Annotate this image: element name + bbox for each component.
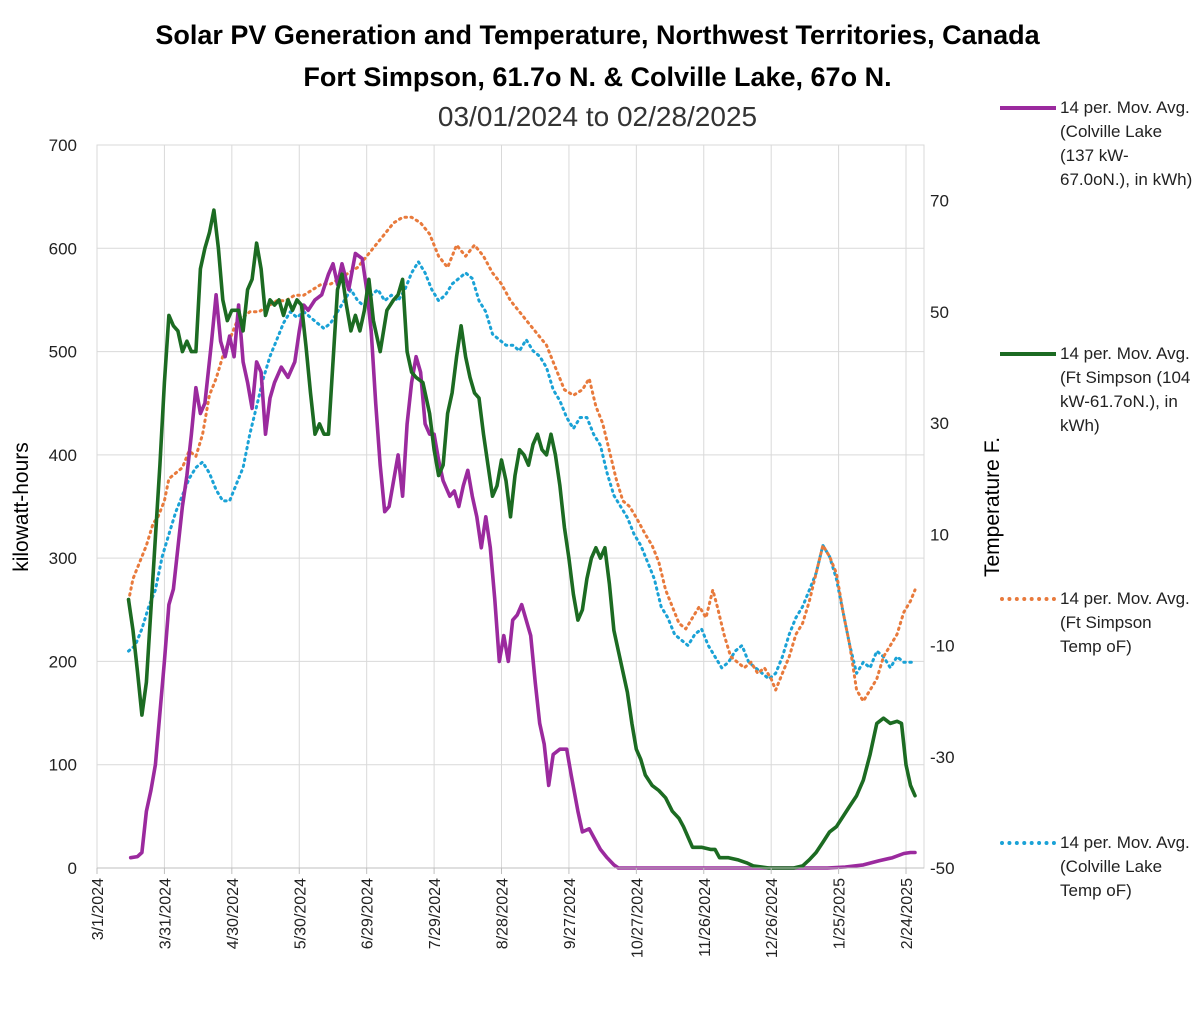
legend-label: 14 per. Mov. Avg. (Ft Simpson (104 kW-61…	[1060, 344, 1191, 435]
legend-swatch	[1000, 597, 1056, 601]
y-tick-label: 700	[49, 136, 77, 155]
chart-subtitle: Fort Simpson, 61.7o N. & Colville Lake, …	[303, 62, 892, 92]
y-tick-label: 400	[49, 446, 77, 465]
legend-label: 14 per. Mov. Avg. (Colville Lake (137 kW…	[1060, 98, 1193, 189]
y2-tick-label: -50	[930, 859, 955, 878]
y2-tick-label: 50	[930, 303, 949, 322]
series-line-colville-temp	[127, 260, 917, 681]
axes: 3/1/2024 3/31/2024 4/30/2024 5/30/2024 6/29/…	[49, 136, 955, 958]
x-tick-label: 3/31/2024	[157, 878, 174, 949]
x-tick-label: 5/30/2024	[292, 878, 309, 949]
y2-tick-label: 30	[930, 414, 949, 433]
x-tick-label: 2/24/2025	[899, 878, 916, 949]
legend-swatch	[1000, 106, 1056, 110]
legend-swatch	[1000, 352, 1056, 356]
legend-label: 14 per. Mov. Avg. (Ft Simpson Temp oF)	[1060, 589, 1190, 656]
legend-label: 14 per. Mov. Avg. (Colville Lake Temp oF…	[1060, 833, 1190, 900]
x-tick-label: 12/26/2024	[764, 878, 781, 958]
y-axis-left-label: kilowatt-hours	[10, 442, 33, 572]
x-tick-label: 9/27/2024	[562, 878, 579, 949]
y2-tick-label: 10	[930, 525, 949, 544]
y-tick-label: 600	[49, 239, 77, 258]
y-tick-label: 200	[49, 652, 77, 671]
series-line-ftsimpson-kwh	[126, 208, 917, 870]
x-tick-label: 11/26/2024	[697, 878, 714, 957]
x-tick-label: 4/30/2024	[225, 878, 242, 949]
y-tick-label: 0	[68, 859, 77, 878]
x-tick-label: 3/1/2024	[90, 878, 107, 940]
chart-title: Solar PV Generation and Temperature, Nor…	[155, 20, 1040, 50]
y-tick-label: 500	[49, 343, 77, 362]
series-line-colville-kwh	[128, 251, 917, 870]
y-axis-right-label: Temperature F.	[981, 436, 1004, 578]
y2-tick-label: -10	[930, 637, 955, 656]
x-tick-label: 6/29/2024	[360, 878, 377, 949]
x-tick-label: 8/28/2024	[495, 878, 512, 949]
legend-swatch	[1000, 841, 1056, 845]
y-tick-label: 300	[49, 549, 77, 568]
x-tick-label: 10/27/2024	[629, 878, 646, 958]
series-lines	[126, 208, 917, 870]
y2-tick-label: 70	[930, 192, 949, 211]
chart-date-range: 03/01/2024 to 02/28/2025	[437, 101, 758, 132]
x-tick-label: 1/25/2025	[832, 878, 849, 949]
y2-tick-label: -30	[930, 748, 955, 767]
x-tick-label: 7/29/2024	[427, 878, 444, 949]
y-tick-label: 100	[49, 756, 77, 775]
